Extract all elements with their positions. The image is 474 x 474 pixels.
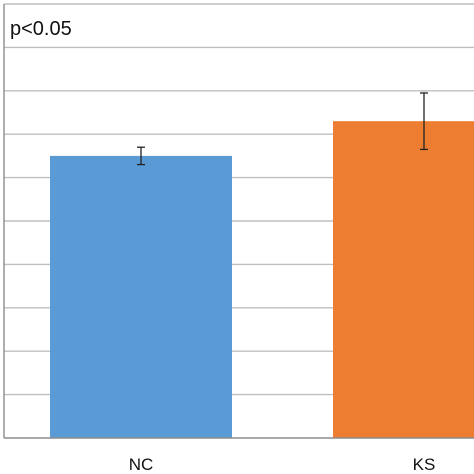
x-tick-label-nc: NC: [129, 455, 154, 474]
x-tick-label-ks: KS: [413, 455, 436, 474]
bar-nc: [50, 155, 232, 438]
significance-annotation: p<0.05: [10, 18, 72, 40]
bar-ks: [333, 121, 474, 439]
